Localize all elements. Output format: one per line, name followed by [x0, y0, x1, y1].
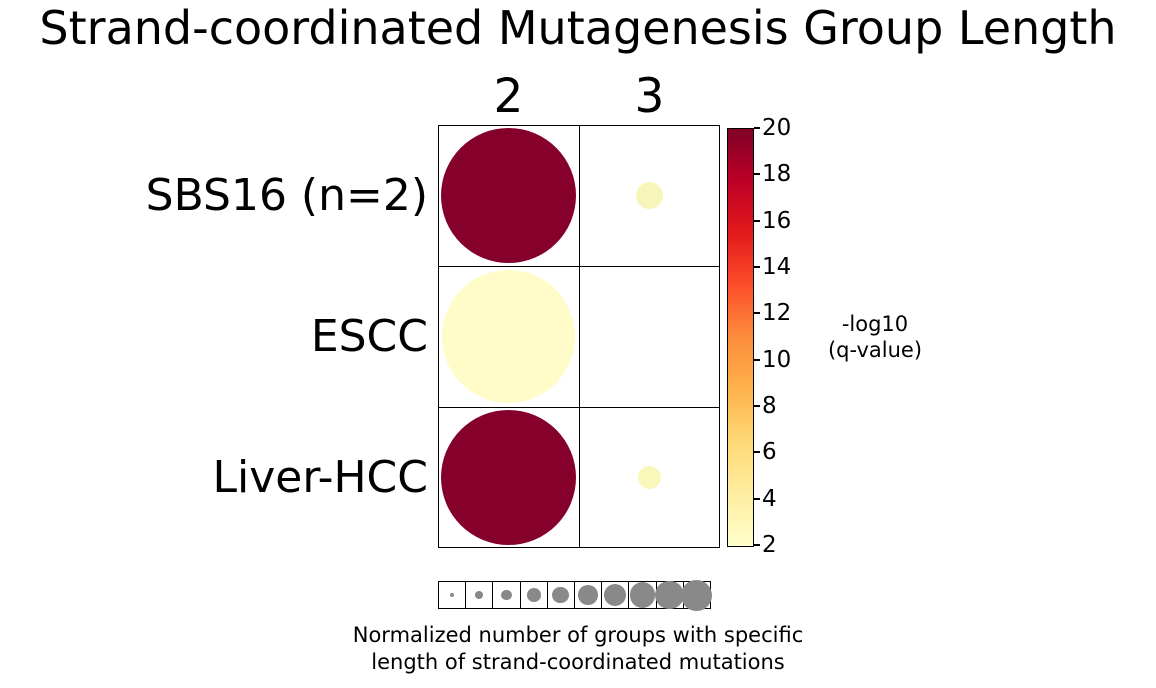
colorbar-tick-label: 6: [762, 439, 777, 466]
legend-box: [465, 581, 494, 609]
colorbar-tick: [754, 312, 760, 315]
row-label-sbs16: SBS16 (n=2): [145, 170, 428, 221]
grid-line: [579, 126, 580, 547]
legend-circle: [629, 582, 656, 608]
colorbar-tick-label: 8: [762, 393, 777, 419]
chart-title: Strand-coordinated Mutagenesis Group Len…: [39, 1, 1117, 55]
colorbar: [727, 128, 754, 547]
legend-circle: [578, 585, 598, 605]
colorbar-tick: [754, 544, 760, 546]
colorbar-label-line2: (q-value): [827, 338, 923, 362]
colorbar-tick: [754, 127, 760, 129]
colorbar-tick-label: 16: [762, 207, 792, 234]
colorbar-tick-label: 14: [762, 254, 792, 280]
legend-circle: [526, 588, 541, 602]
legend-box: [546, 581, 575, 609]
legend-circle: [501, 589, 512, 601]
colorbar-tick: [754, 451, 760, 454]
caption-line2: length of strand-coordinated mutations: [371, 650, 785, 674]
legend-box: [681, 579, 713, 611]
colorbar-tick: [754, 497, 760, 500]
colorbar-tick-label: 18: [762, 161, 792, 188]
legend-box: [492, 581, 521, 609]
legend-box: [655, 580, 684, 610]
size-legend-caption: Normalized number of groups with specifi…: [278, 622, 878, 676]
colorbar-tick-label: 10: [762, 346, 792, 373]
colorbar-tick: [754, 358, 760, 361]
colorbar-tick: [754, 173, 760, 176]
column-header-3: 3: [634, 69, 665, 124]
legend-box: [601, 581, 630, 609]
colorbar-label-line1: -log10: [841, 312, 909, 336]
row-label-liver-hcc: Liver-HCC: [212, 452, 428, 503]
colorbar-tick-label: 12: [762, 300, 792, 327]
legend-circle: [681, 579, 713, 611]
bubble-grid: [438, 125, 720, 548]
legend-circle: [449, 592, 455, 598]
colorbar-tick: [754, 266, 760, 268]
bubble: [442, 270, 575, 403]
bubble: [440, 127, 577, 264]
legend-circle: [475, 591, 484, 599]
colorbar-tick-label: 4: [762, 485, 777, 512]
bubble: [637, 465, 662, 490]
colorbar-label: -log10 (q-value): [800, 311, 950, 363]
legend-box: [628, 581, 657, 609]
legend-circle: [655, 580, 684, 610]
legend-box: [573, 581, 603, 609]
legend-box: [519, 581, 548, 609]
grid-line: [439, 407, 719, 408]
legend-circle: [603, 583, 627, 607]
grid-line: [439, 266, 719, 267]
column-header-2: 2: [493, 69, 524, 124]
colorbar-tick: [754, 405, 760, 407]
colorbar-tick-label: 2: [762, 532, 777, 558]
bubble: [636, 182, 663, 209]
legend-box: [438, 581, 467, 609]
legend-circle: [552, 586, 570, 604]
bubble: [440, 409, 577, 546]
row-label-escc: ESCC: [310, 311, 428, 362]
colorbar-tick-label: 20: [762, 115, 792, 141]
size-legend: [438, 579, 713, 611]
caption-line1: Normalized number of groups with specifi…: [352, 623, 804, 647]
colorbar-tick: [754, 219, 760, 222]
